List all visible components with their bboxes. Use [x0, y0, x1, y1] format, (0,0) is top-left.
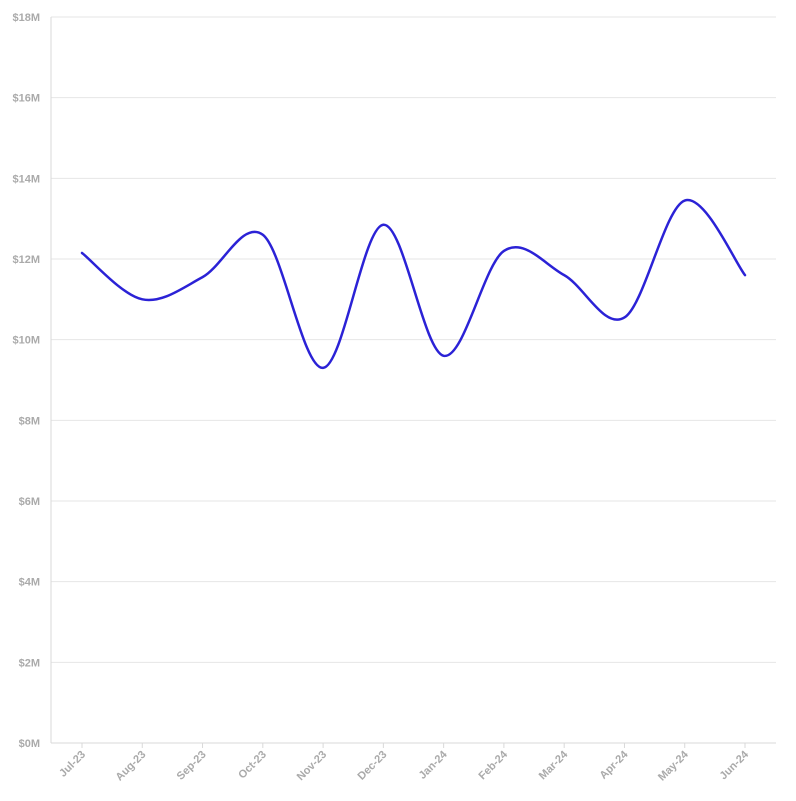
- series-group: [80, 199, 747, 370]
- x-tick-label: Oct-23: [236, 749, 269, 782]
- y-axis: $0M $2M $4M $6M $8M $10M $12M $14M $16M $18M: [12, 12, 52, 750]
- x-tick-label: Sep-23: [175, 749, 209, 783]
- x-tick-label: Nov-23: [295, 749, 329, 783]
- y-tick-label: $14M: [12, 173, 40, 185]
- y-tick-label: $16M: [12, 93, 40, 105]
- x-tick-label: Jan-24: [417, 748, 451, 782]
- x-tick-label: Apr-24: [597, 748, 631, 782]
- y-tick-label: $0M: [19, 738, 40, 750]
- y-tick-label: $10M: [12, 335, 40, 347]
- y-tick-label: $2M: [19, 657, 40, 669]
- y-tick-label: $8M: [19, 415, 40, 427]
- x-tick-label: Dec-23: [355, 749, 389, 783]
- x-axis: Jul-23 Aug-23 Sep-23 Oct-23 Nov-23 Dec-23 Jan-…: [57, 743, 752, 783]
- x-tick-label: Jul-23: [57, 749, 88, 780]
- x-tick-label: May-24: [656, 748, 691, 783]
- y-tick-label: $6M: [19, 496, 40, 508]
- y-tick-label: $18M: [12, 12, 40, 24]
- x-tick-label: Jun-24: [718, 748, 752, 782]
- x-tick-label: Mar-24: [537, 748, 571, 782]
- series-line: [80, 199, 747, 370]
- gridlines: [51, 16, 776, 744]
- y-tick-label: $4M: [19, 577, 40, 589]
- y-tick-label: $12M: [12, 254, 40, 266]
- x-tick-label: Aug-23: [114, 749, 149, 784]
- x-tick-label: Feb-24: [476, 748, 510, 782]
